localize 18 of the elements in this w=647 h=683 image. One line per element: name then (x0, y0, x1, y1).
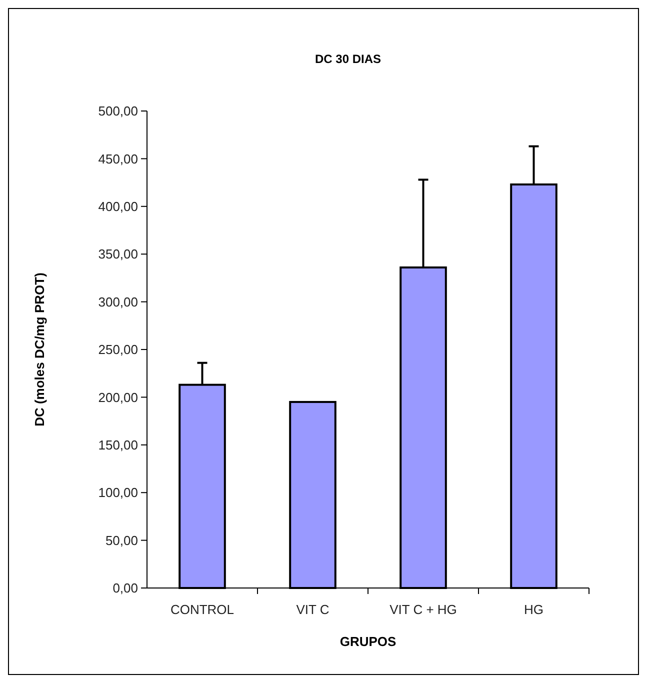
y-tick-label: 50,00 (105, 532, 138, 548)
y-tick-label: 250,00 (98, 342, 138, 358)
x-tick-label: VIT C (296, 602, 330, 617)
x-tick-label: HG (524, 602, 544, 617)
y-tick-label: 150,00 (98, 437, 138, 452)
y-tick-label: 450,00 (98, 151, 138, 166)
y-axis-title: DC (moles DC/mg PROT) (32, 272, 47, 426)
chart-title: DC 30 DIAS (314, 52, 382, 66)
y-tick-label: 400,00 (98, 198, 138, 214)
x-tick-label: VIT C + HG (390, 602, 457, 617)
y-tick-label: 350,00 (98, 246, 138, 262)
y-tick-label: 0,00 (112, 580, 138, 596)
y-tick-label: 200,00 (98, 390, 138, 405)
y-tick-label: 100,00 (98, 485, 138, 500)
y-tick-label: 300,00 (98, 294, 138, 310)
x-axis-title: GRUPOS (340, 634, 396, 649)
x-tick-label: CONTROL (170, 602, 234, 617)
y-tick-label: 500,00 (98, 104, 138, 119)
